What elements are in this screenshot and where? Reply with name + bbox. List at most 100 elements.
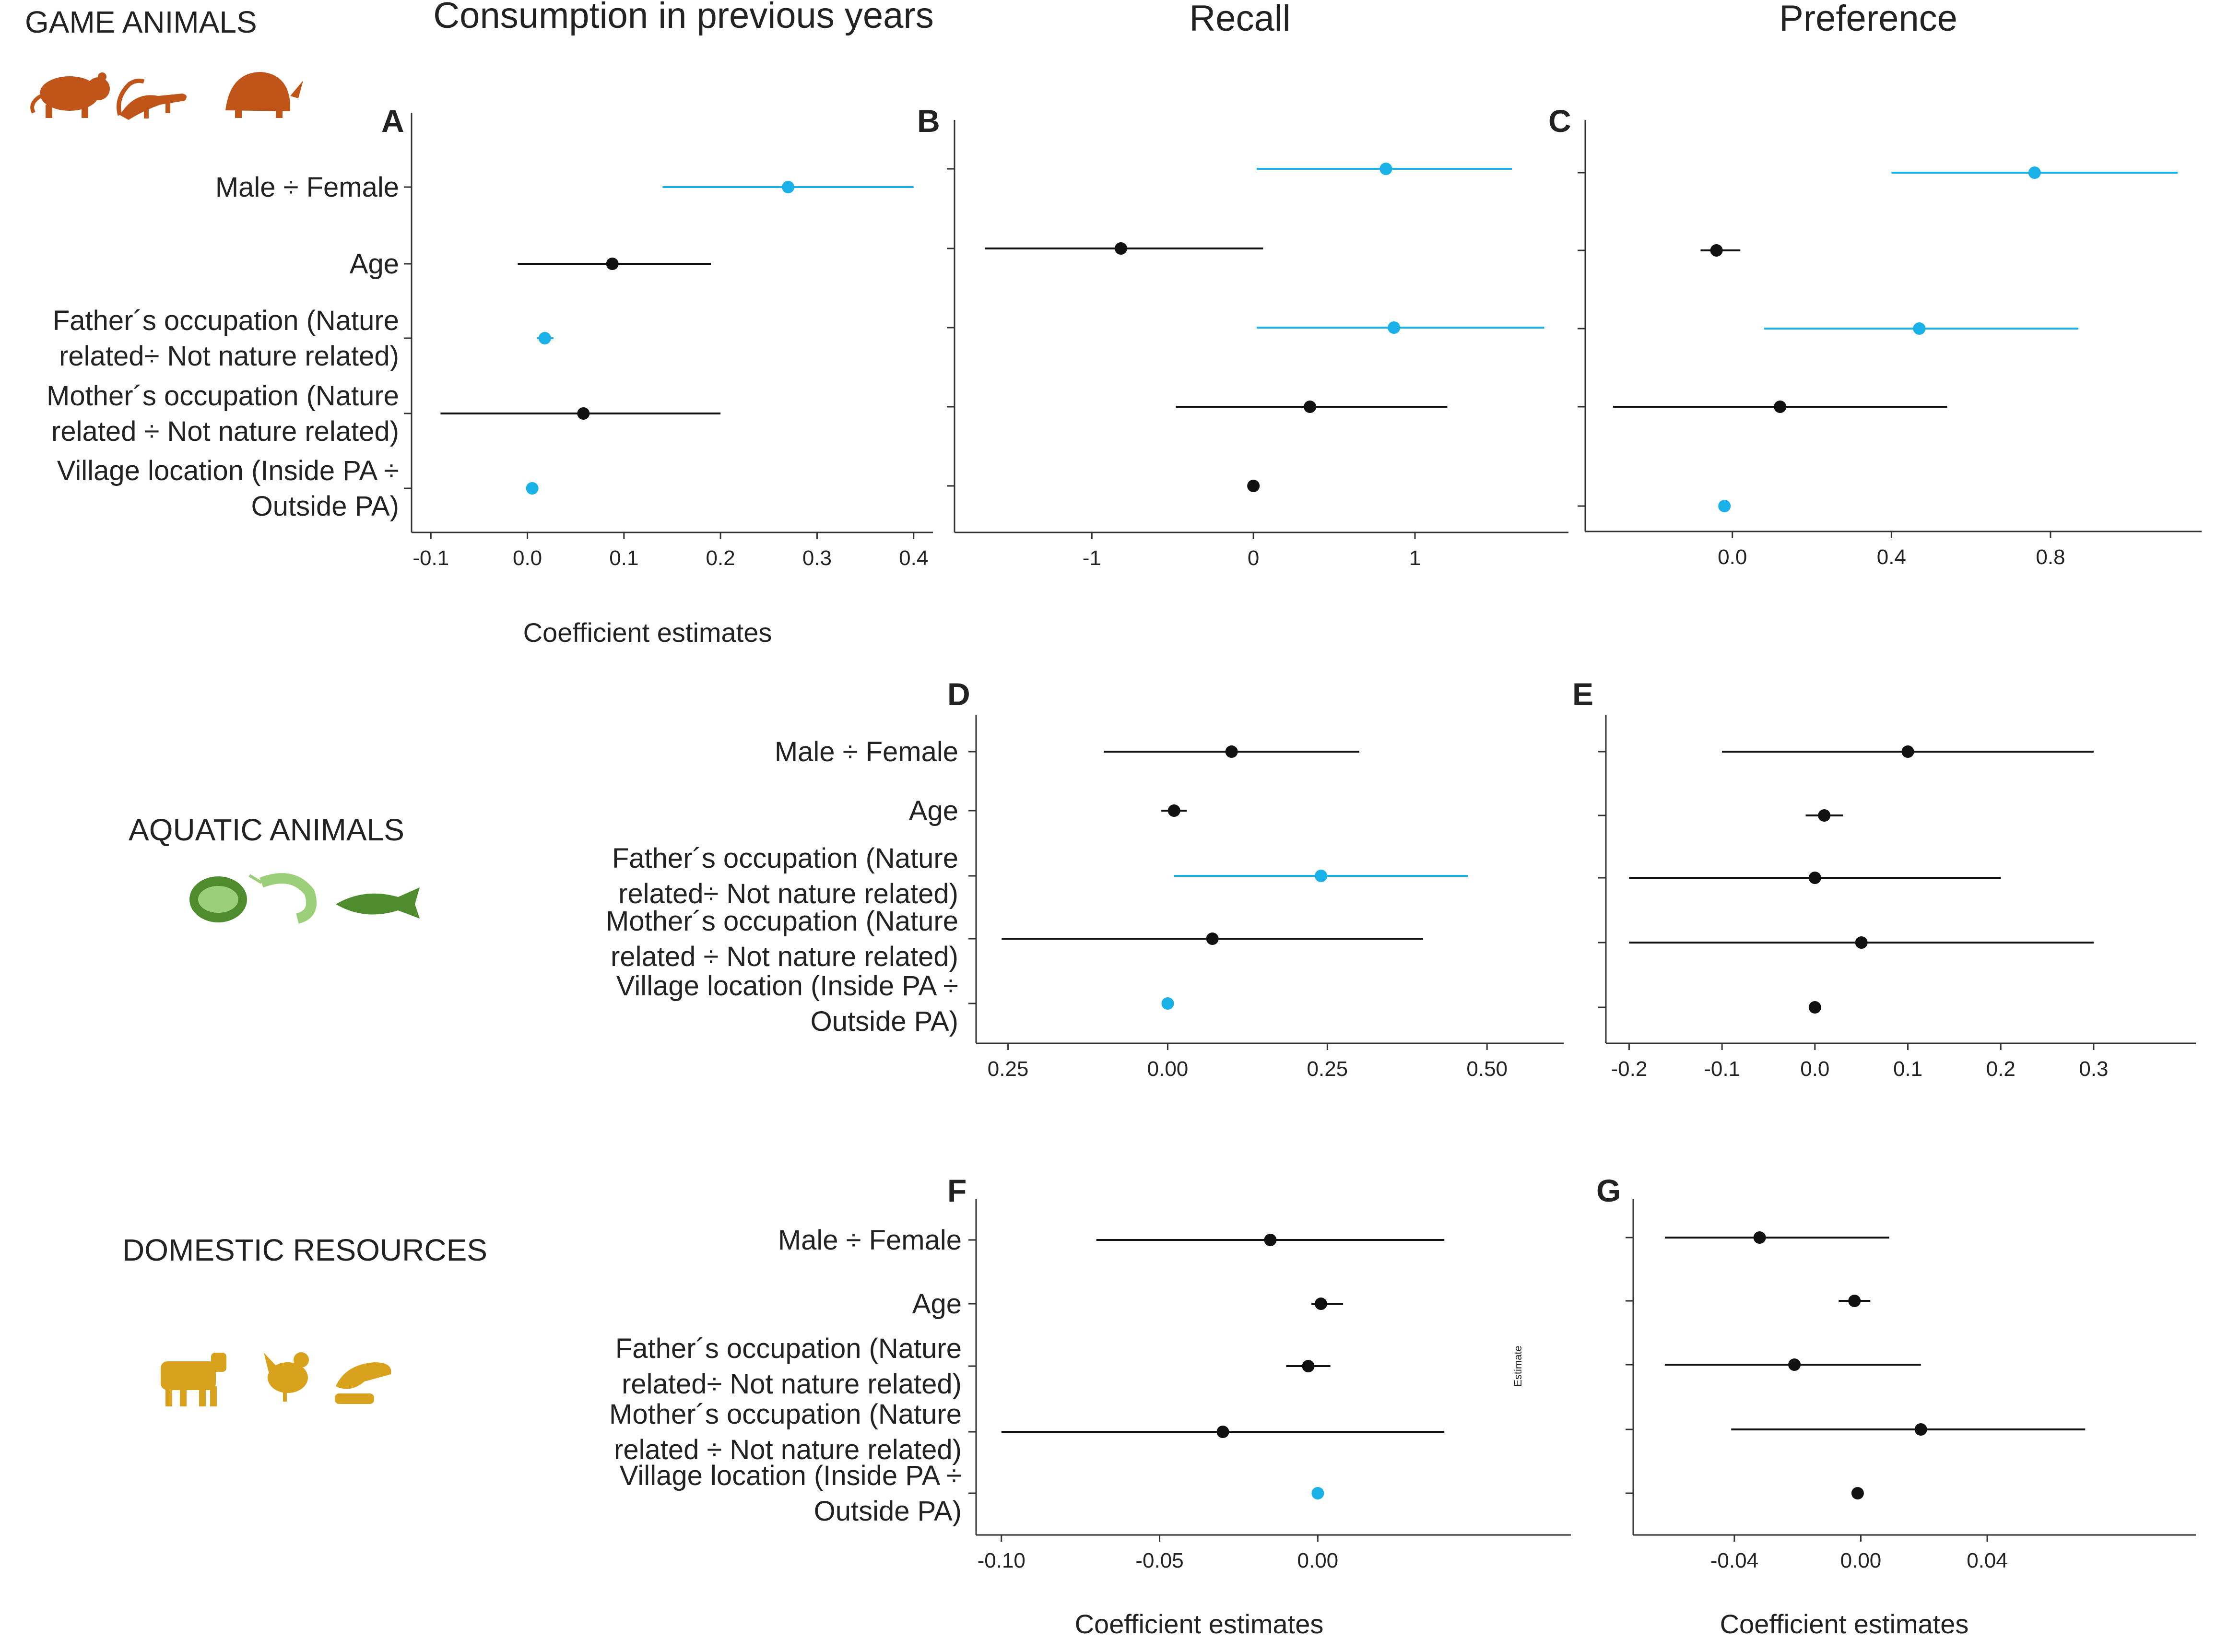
panel-e-estimate-point [1901, 745, 1914, 758]
panel-d-estimate-point [1315, 870, 1328, 882]
panel-f-predictor-label: related ÷ Not nature related) [614, 1434, 962, 1465]
panel-f-estimate-point [1302, 1360, 1315, 1372]
panel-f-x-tick-label: 0.00 [1297, 1549, 1339, 1572]
panel-a-predictor-label: related÷ Not nature related) [59, 341, 399, 372]
panel-letter-f: F [947, 1173, 967, 1208]
panel-c-estimate-point [1913, 322, 1926, 335]
chicken-icon [264, 1352, 309, 1402]
panel-a-x-tick-label: 0.1 [609, 546, 638, 570]
panel-f-estimate-point [1216, 1426, 1229, 1438]
panel-a-predictor-label: Male ÷ Female [215, 172, 399, 203]
panel-d-x-tick-label: 0.25 [1307, 1057, 1348, 1081]
panel-a-estimate-point [538, 332, 551, 344]
clam-icon [189, 876, 247, 922]
panel-c-estimate-point [1774, 401, 1787, 413]
armadillo-icon [225, 72, 303, 118]
panel-d-predictor-label: Mother´s occupation (Nature [606, 906, 958, 937]
panel-g-estimate-point [1788, 1358, 1801, 1371]
panel-letter-d: D [947, 676, 970, 712]
panel-e-estimate-point [1808, 872, 1821, 884]
category-title-aquatic: AQUATIC ANIMALS [129, 813, 404, 847]
rodent-icon [30, 72, 110, 118]
shrimp-icon [248, 873, 317, 924]
panel-c-x-tick-label: 0.8 [2036, 545, 2065, 569]
fish-icon [336, 887, 420, 919]
panel-d-predictor-label: Father´s occupation (Nature [612, 843, 958, 874]
panel-b-x-tick-label: 0 [1248, 546, 1259, 570]
panel-g-x-tick-label: 0.00 [1840, 1549, 1882, 1572]
domestic-resource-icons [161, 1352, 391, 1406]
panel-g-estimate-point [1851, 1487, 1864, 1499]
ham-icon [335, 1362, 391, 1404]
panel-e-estimate-point [1808, 1001, 1821, 1014]
axis-title-g: Coefficient estimates [1720, 1609, 1969, 1639]
panel-f-estimate-point [1264, 1234, 1277, 1246]
panel-e-estimate-point [1818, 809, 1831, 822]
panel-d-estimate-point [1206, 932, 1219, 945]
panel-g-estimate-point [1848, 1295, 1861, 1307]
panel-b-estimate-point [1304, 401, 1317, 413]
panel-c-x-tick-label: 0.0 [1718, 545, 1747, 569]
panel-e-aquatic-preference: -0.2 -0.1 0.0 0.1 0.2 0.3 [1598, 715, 2196, 1081]
panel-g-domestic-preference: -0.04 0.00 0.04 [1626, 1199, 2196, 1572]
panel-letter-a: A [381, 103, 404, 139]
side-label-estimate: Estimate [1512, 1345, 1524, 1387]
panel-e-estimate-point [1855, 936, 1868, 949]
panel-a-predictor-label: Father´s occupation (Nature [53, 305, 399, 336]
panel-f-predictor-label: Male ÷ Female [778, 1225, 962, 1256]
panel-d-x-tick-label: 0.25 [988, 1057, 1029, 1081]
panel-a-estimate-point [577, 407, 590, 420]
category-title-domestic: DOMESTIC RESOURCES [122, 1233, 487, 1267]
panel-d-predictor-label: related÷ Not nature related) [618, 878, 958, 909]
panel-f-predictor-label: Father´s occupation (Nature [615, 1333, 962, 1364]
panel-b-estimate-point [1247, 480, 1260, 492]
panel-f-estimate-point [1314, 1298, 1327, 1310]
panel-g-estimate-point [1914, 1423, 1927, 1436]
game-animal-icons [30, 72, 303, 120]
panel-a-predictor-label: Mother´s occupation (Nature [47, 380, 399, 412]
panel-a-game-consumption: -0.1 0.0 0.1 0.2 0.3 0.4 Male ÷ Female Age Fathe… [47, 113, 933, 570]
panel-b-game-recall: -1 0 1 [947, 120, 1568, 570]
panel-f-x-tick-label: -0.05 [1135, 1549, 1183, 1572]
panel-f-predictor-label: related÷ Not nature related) [622, 1369, 962, 1400]
panel-a-x-tick-label: -0.1 [413, 546, 449, 570]
panel-g-x-tick-label: 0.04 [1967, 1549, 2008, 1572]
panel-g-x-tick-label: -0.04 [1710, 1549, 1758, 1572]
panel-g-estimate-point [1753, 1231, 1766, 1244]
panel-e-x-tick-label: 0.3 [2079, 1057, 2108, 1081]
panel-e-x-tick-label: -0.2 [1611, 1057, 1648, 1081]
panel-d-estimate-point [1167, 804, 1180, 817]
panel-d-x-tick-label: 0.50 [1466, 1057, 1508, 1081]
panel-f-domestic-recall: -0.10 -0.05 0.00 Male ÷ Female Age Father´s o… [609, 1199, 1571, 1572]
panel-d-predictor-label: Male ÷ Female [775, 736, 958, 767]
panel-a-estimate-point [782, 181, 795, 193]
category-title-game: GAME ANIMALS [25, 5, 257, 39]
panel-f-predictor-label: Outside PA) [814, 1496, 962, 1527]
panel-f-x-tick-label: -0.10 [978, 1549, 1025, 1572]
panel-a-predictor-label: Outside PA) [251, 491, 399, 522]
panel-letter-c: C [1548, 103, 1571, 139]
panel-a-predictor-label: related ÷ Not nature related) [51, 416, 399, 447]
panel-e-x-tick-label: 0.1 [1893, 1057, 1922, 1081]
panel-d-x-tick-label: 0.00 [1147, 1057, 1189, 1081]
lizard-icon [117, 78, 187, 120]
panel-letter-e: E [1572, 676, 1593, 712]
panel-d-predictor-label: Outside PA) [811, 1006, 958, 1037]
axis-title-a: Coefficient estimates [523, 617, 772, 648]
panel-a-estimate-point [606, 258, 619, 270]
axis-title-f: Coefficient estimates [1075, 1609, 1324, 1639]
panel-c-estimate-point [2028, 166, 2041, 179]
panel-d-predictor-label: Age [909, 795, 958, 826]
panel-e-x-tick-label: -0.1 [1704, 1057, 1740, 1081]
panel-b-estimate-point [1114, 242, 1127, 255]
panel-c-estimate-point [1718, 500, 1731, 512]
panel-f-predictor-label: Mother´s occupation (Nature [609, 1399, 962, 1430]
panel-a-predictor-label: Village location (Inside PA ÷ [57, 455, 399, 486]
column-title-recall: Recall [1189, 0, 1290, 39]
panel-d-estimate-point [1225, 745, 1238, 758]
column-title-preference: Preference [1779, 0, 1957, 39]
panel-b-estimate-point [1388, 321, 1401, 334]
panel-d-aquatic-recall: 0.25 0.00 0.25 0.50 Male ÷ Female Age Father´s… [606, 715, 1564, 1081]
panel-e-x-tick-label: 0.2 [1986, 1057, 2016, 1081]
